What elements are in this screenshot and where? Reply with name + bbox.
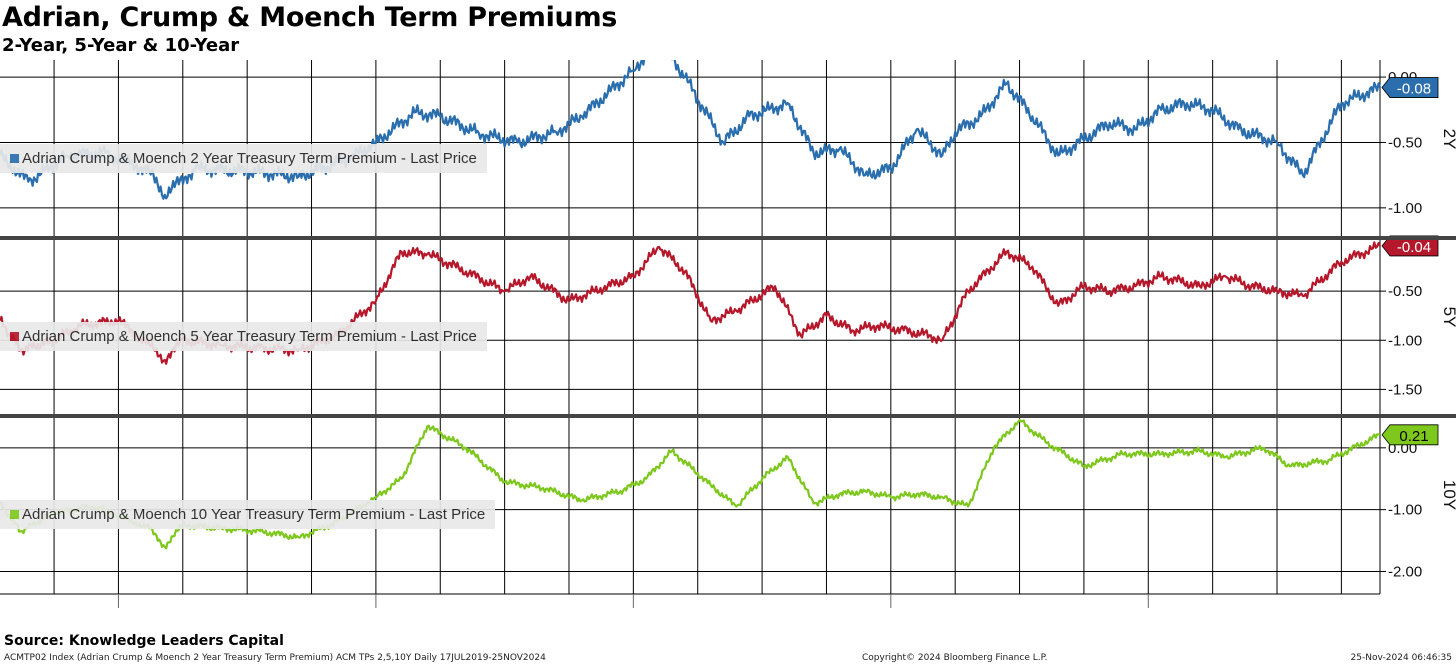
legend-label-5y: Adrian Crump & Moench 5 Year Treasury Te… <box>22 328 477 345</box>
footer-copyright: Copyright© 2024 Bloomberg Finance L.P. <box>862 653 1048 663</box>
y-tick-label-5y: -1.50 <box>1388 381 1422 398</box>
legend-swatch-10y <box>10 510 19 519</box>
last-value-flag-10y <box>1381 424 1439 446</box>
panel-label-10y: 10Y <box>1440 480 1456 510</box>
last-value-label-2y: -0.08 <box>1397 81 1431 98</box>
series-line-2y <box>0 60 1382 200</box>
footer-index-note: ACMTP02 Index (Adrian Crump & Moench 2 Y… <box>4 653 546 663</box>
chart-subtitle: 2-Year, 5-Year & 10-Year <box>2 35 240 56</box>
series-line-10y <box>0 418 1381 550</box>
y-tick-label-5y: -0.50 <box>1388 283 1422 300</box>
legend-label-2y: Adrian Crump & Moench 2 Year Treasury Te… <box>22 150 477 167</box>
legend-swatch-2y <box>10 154 19 163</box>
panel-label-2y: 2Y <box>1440 129 1456 150</box>
chart-title: Adrian, Crump & Moench Term Premiums <box>2 2 618 33</box>
y-tick-label-10y: -1.00 <box>1388 502 1422 519</box>
y-tick-label-2y: -1.00 <box>1388 200 1422 217</box>
last-value-flag-2y <box>1381 77 1439 98</box>
y-tick-label-10y: -2.00 <box>1388 563 1422 580</box>
legend-label-10y: Adrian Crump & Moench 10 Year Treasury T… <box>22 506 486 523</box>
legend-swatch-5y <box>10 332 19 341</box>
panel-separator <box>0 236 1456 240</box>
panel-separator <box>0 414 1456 418</box>
source-note: Source: Knowledge Leaders Capital <box>4 633 284 649</box>
legend-10y: Adrian Crump & Moench 10 Year Treasury T… <box>0 500 496 529</box>
last-value-label-5y: -0.04 <box>1397 239 1431 256</box>
last-value-label-10y: 0.21 <box>1399 428 1428 445</box>
panel-label-5y: 5Y <box>1440 307 1456 328</box>
legend-2y: Adrian Crump & Moench 2 Year Treasury Te… <box>0 144 487 173</box>
y-tick-label-5y: -1.00 <box>1388 332 1422 349</box>
legend-5y: Adrian Crump & Moench 5 Year Treasury Te… <box>0 322 487 351</box>
footer-timestamp: 25-Nov-2024 06:46:35 <box>1350 653 1452 663</box>
y-tick-label-2y: -0.50 <box>1388 134 1422 151</box>
